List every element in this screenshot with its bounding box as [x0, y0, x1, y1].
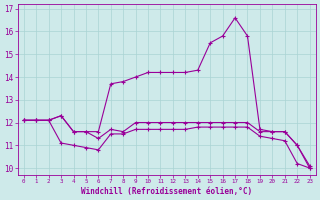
- X-axis label: Windchill (Refroidissement éolien,°C): Windchill (Refroidissement éolien,°C): [81, 187, 252, 196]
